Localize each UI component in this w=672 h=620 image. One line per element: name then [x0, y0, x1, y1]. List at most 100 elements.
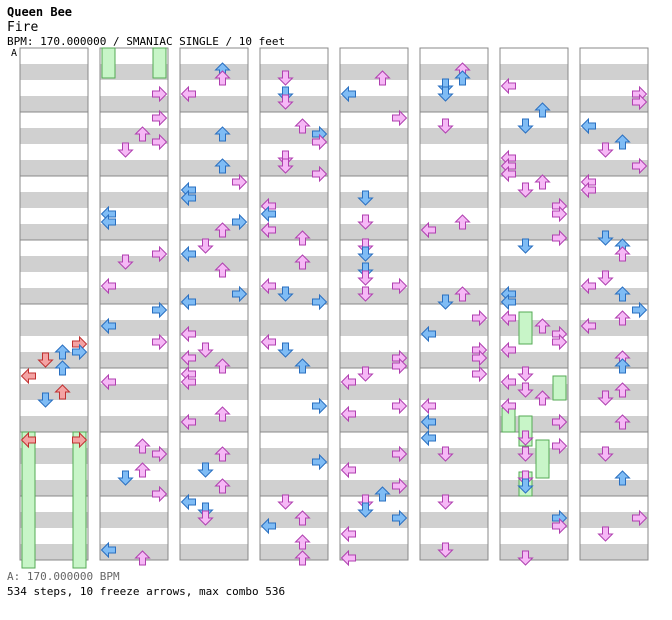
left-arrow-icon [500, 309, 516, 327]
down-arrow-icon [277, 286, 294, 302]
beat-band [100, 320, 168, 336]
down-arrow-icon [437, 542, 454, 558]
beat-band [180, 480, 248, 496]
beat-band [180, 544, 248, 560]
beat-band [580, 384, 648, 400]
beat-band [580, 512, 648, 528]
beat-band [340, 416, 408, 432]
down-arrow-icon [277, 70, 294, 86]
down-arrow-icon [37, 392, 54, 408]
beat-band [260, 352, 328, 368]
left-arrow-icon [500, 373, 516, 391]
beat-band [180, 192, 248, 208]
right-arrow-icon [632, 509, 648, 527]
beat-band [20, 352, 88, 368]
up-arrow-icon [214, 222, 231, 238]
beat-band [500, 192, 568, 208]
beat-band [260, 128, 328, 144]
right-arrow-icon [552, 517, 568, 535]
beat-band [180, 128, 248, 144]
chart-column [99, 47, 169, 566]
down-arrow-icon [437, 494, 454, 510]
down-arrow-icon [597, 270, 614, 286]
beat-band [340, 128, 408, 144]
column-border [259, 47, 329, 561]
chart-column [499, 47, 569, 566]
down-arrow-icon [517, 550, 534, 566]
down-arrow-icon [597, 230, 614, 246]
left-arrow-icon [100, 373, 116, 391]
down-arrow-icon [597, 446, 614, 462]
beat-band [20, 224, 88, 240]
left-arrow-icon [420, 429, 436, 447]
up-arrow-icon [214, 70, 231, 86]
beat-band [260, 448, 328, 464]
up-arrow-icon [294, 118, 311, 134]
beat-band [260, 480, 328, 496]
beat-band [260, 224, 328, 240]
beat-band [580, 416, 648, 432]
down-arrow-icon [357, 214, 374, 230]
column-border [99, 47, 169, 561]
beat-band [580, 96, 648, 112]
freeze-arrow [152, 47, 167, 79]
left-arrow-icon [500, 165, 516, 183]
beat-band [500, 256, 568, 272]
left-arrow-icon [260, 221, 276, 239]
beat-band [100, 416, 168, 432]
beat-band [420, 288, 488, 304]
right-arrow-icon [392, 357, 408, 375]
left-arrow-icon [500, 293, 516, 311]
beat-band [580, 352, 648, 368]
right-arrow-icon [392, 397, 408, 415]
up-arrow-icon [534, 174, 551, 190]
up-arrow-icon [614, 358, 631, 374]
right-arrow-icon [232, 173, 248, 191]
up-arrow-icon [614, 286, 631, 302]
left-arrow-icon [100, 541, 116, 559]
beat-band [420, 416, 488, 432]
beat-band [420, 384, 488, 400]
beat-band [180, 512, 248, 528]
beat-band [340, 512, 408, 528]
down-arrow-icon [197, 342, 214, 358]
beat-band [580, 64, 648, 80]
right-arrow-icon [152, 245, 168, 263]
step-chart [19, 47, 649, 569]
beat-band [260, 192, 328, 208]
bpm-marker-label: A [11, 48, 18, 59]
up-arrow-icon [294, 230, 311, 246]
right-arrow-icon [552, 333, 568, 351]
up-arrow-icon [614, 134, 631, 150]
beat-band [180, 352, 248, 368]
right-arrow-icon [152, 445, 168, 463]
right-arrow-icon [152, 301, 168, 319]
beat-band [260, 544, 328, 560]
beat-band [580, 224, 648, 240]
beat-band [20, 64, 88, 80]
right-arrow-icon [152, 109, 168, 127]
right-arrow-icon [152, 485, 168, 503]
left-arrow-icon [420, 413, 436, 431]
left-arrow-icon [340, 85, 356, 103]
up-arrow-icon [214, 158, 231, 174]
left-arrow-icon [420, 325, 436, 343]
beat-band [20, 384, 88, 400]
beat-band [340, 160, 408, 176]
up-arrow-icon [294, 510, 311, 526]
beat-band [260, 64, 328, 80]
up-arrow-icon [134, 462, 151, 478]
down-arrow-icon [357, 502, 374, 518]
down-arrow-icon [597, 390, 614, 406]
down-arrow-icon [117, 254, 134, 270]
beat-band [340, 448, 408, 464]
down-arrow-icon [37, 352, 54, 368]
beat-band [20, 96, 88, 112]
beat-band [340, 256, 408, 272]
right-arrow-icon [392, 509, 408, 527]
beat-band [100, 384, 168, 400]
right-arrow-icon [312, 165, 328, 183]
beat-band [180, 384, 248, 400]
beat-band [20, 288, 88, 304]
up-arrow-icon [214, 446, 231, 462]
